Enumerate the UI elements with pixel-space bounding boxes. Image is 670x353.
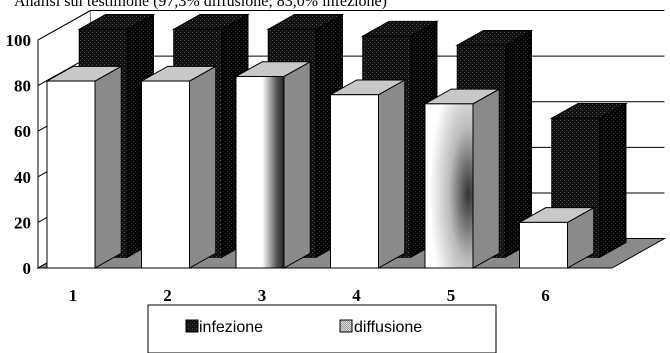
x-category-label-4: 4 (352, 286, 361, 305)
y-tick-label-60: 60 (14, 122, 31, 141)
x-category-label-2: 2 (163, 286, 172, 305)
bar-diffusione-3 (234, 60, 313, 269)
diffusione-bars (45, 60, 596, 269)
bar-diffusione-4 (328, 79, 407, 269)
x-axis-category-labels: 1 2 3 4 5 6 (69, 286, 550, 305)
legend: infezione diffusione (147, 304, 497, 353)
bar-diffusione-5 (423, 88, 502, 269)
y-tick-label-80: 80 (14, 77, 31, 96)
chart-title: Analisi sul testimone (97,3% diffusione;… (14, 0, 387, 10)
y-tick-label-100: 100 (6, 31, 32, 50)
legend-swatch-infezione (185, 319, 199, 333)
y-tick-label-0: 0 (23, 259, 32, 278)
bar-diffusione-6 (517, 206, 596, 269)
legend-label-infezione: infezione (199, 319, 263, 336)
bar-diffusione-1 (45, 65, 124, 269)
y-tick-label-20: 20 (14, 213, 31, 232)
x-category-label-1: 1 (69, 286, 78, 305)
x-category-label-6: 6 (541, 286, 550, 305)
legend-label-diffusione: diffusione (354, 319, 422, 336)
bar-diffusione-2 (139, 65, 218, 269)
y-tick-label-40: 40 (14, 168, 31, 187)
y-axis-tick-labels: 0 20 40 60 80 100 (6, 31, 39, 278)
gridline-100 (37, 10, 665, 41)
x-category-label-3: 3 (258, 286, 267, 305)
legend-swatch-diffusione (339, 319, 353, 333)
legend-box (147, 304, 497, 353)
x-category-label-5: 5 (447, 286, 456, 305)
